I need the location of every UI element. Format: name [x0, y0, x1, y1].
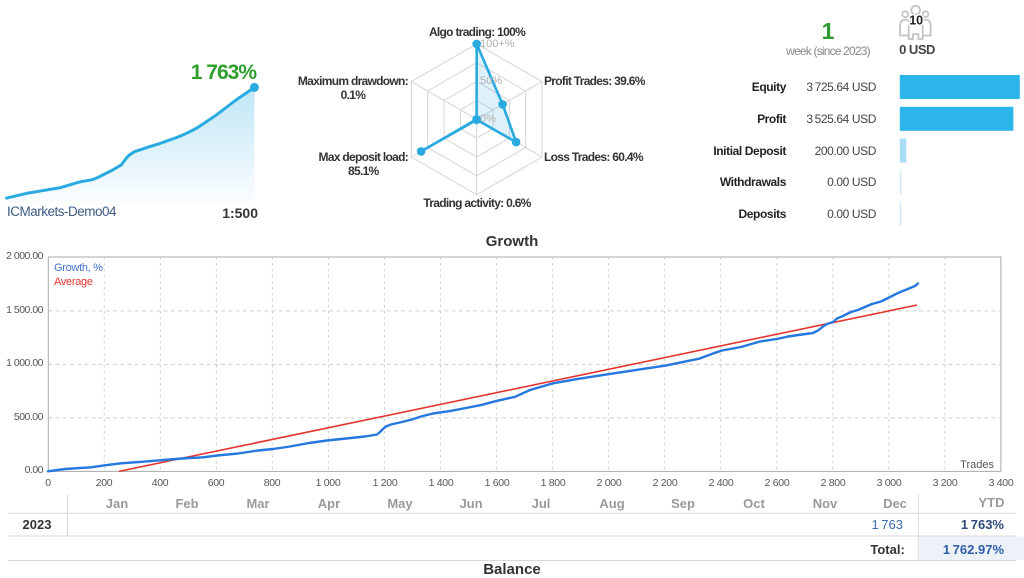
svg-text:10: 10 — [909, 14, 923, 28]
